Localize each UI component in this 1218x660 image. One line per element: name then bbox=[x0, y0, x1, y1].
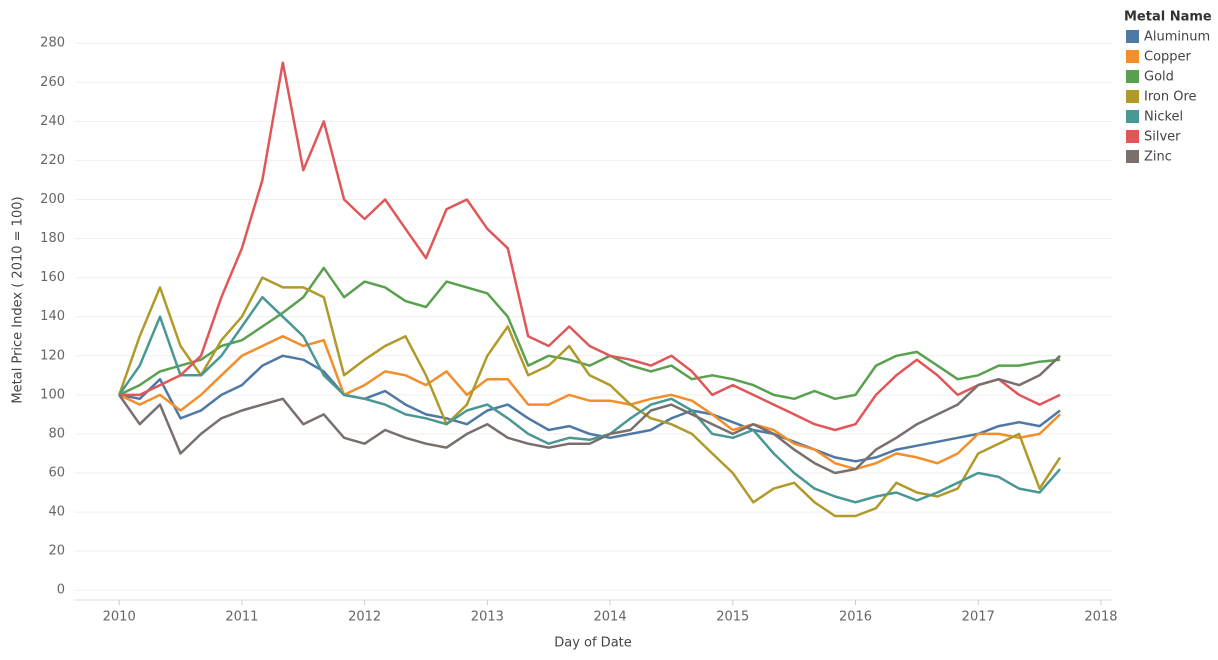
y-tick-label: 0 bbox=[57, 583, 65, 598]
y-tick-label: 20 bbox=[48, 544, 65, 559]
legend-swatch bbox=[1126, 70, 1139, 83]
x-tick-label: 2010 bbox=[103, 610, 136, 625]
series-line bbox=[118, 295, 1062, 504]
legend-label: Iron Ore bbox=[1144, 90, 1197, 105]
x-tick-label: 2011 bbox=[225, 610, 258, 625]
legend-label: Copper bbox=[1144, 50, 1192, 65]
y-tick-label: 40 bbox=[48, 505, 65, 520]
series-line bbox=[118, 354, 1061, 463]
y-tick-label: 200 bbox=[40, 192, 65, 207]
legend-label: Aluminum bbox=[1144, 30, 1210, 45]
x-tick-label: 2017 bbox=[962, 610, 995, 625]
x-tick-label: 2015 bbox=[716, 610, 749, 625]
series-line bbox=[118, 335, 1061, 471]
y-axis-title: Metal Price Index ( 2010 = 100) bbox=[11, 196, 26, 403]
x-tick-label: 2018 bbox=[1084, 610, 1117, 625]
y-tick-label: 160 bbox=[40, 270, 65, 285]
y-tick-label: 140 bbox=[40, 309, 65, 324]
series-line bbox=[118, 276, 1062, 518]
y-tick-label: 220 bbox=[40, 153, 65, 168]
legend-label: Gold bbox=[1144, 70, 1174, 85]
x-tick-label: 2016 bbox=[839, 610, 872, 625]
series-line bbox=[118, 354, 1061, 475]
x-axis-title: Day of Date bbox=[554, 636, 632, 651]
x-tick-label: 2013 bbox=[471, 610, 504, 625]
legend-label: Nickel bbox=[1144, 110, 1183, 125]
y-tick-label: 260 bbox=[40, 75, 65, 90]
y-tick-label: 180 bbox=[40, 231, 65, 246]
y-tick-label: 240 bbox=[40, 114, 65, 129]
legend-swatch bbox=[1126, 50, 1139, 63]
legend-swatch bbox=[1126, 90, 1139, 103]
legend-title: Metal Name bbox=[1124, 10, 1212, 25]
legend-label: Silver bbox=[1144, 130, 1181, 145]
legend-swatch bbox=[1126, 150, 1139, 163]
legend-label: Zinc bbox=[1144, 150, 1172, 165]
y-tick-label: 280 bbox=[40, 36, 65, 51]
y-tick-label: 120 bbox=[40, 348, 65, 363]
series-line bbox=[118, 266, 1061, 401]
legend-swatch bbox=[1126, 130, 1139, 143]
x-tick-label: 2012 bbox=[348, 610, 381, 625]
legend-swatch bbox=[1126, 110, 1139, 123]
legend-swatch bbox=[1126, 30, 1139, 43]
y-tick-label: 100 bbox=[40, 387, 65, 402]
y-tick-label: 80 bbox=[48, 426, 65, 441]
series-line bbox=[119, 61, 1061, 432]
x-tick-label: 2014 bbox=[594, 610, 627, 625]
y-tick-label: 60 bbox=[48, 466, 65, 481]
